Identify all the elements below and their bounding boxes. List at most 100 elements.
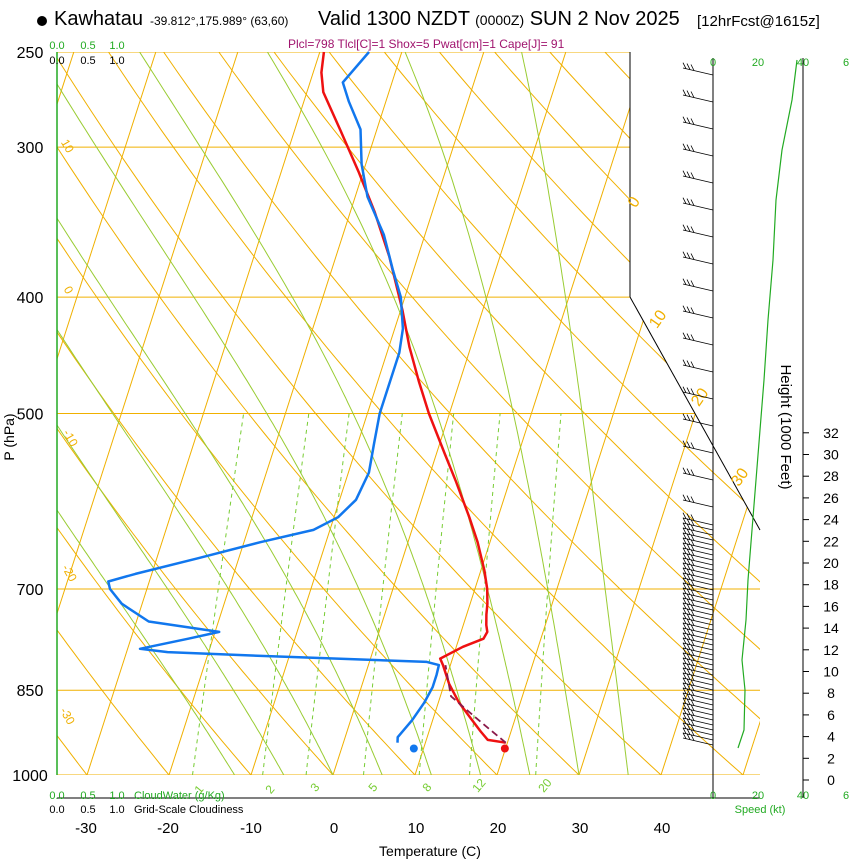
wind-barb-icon — [682, 587, 714, 596]
wind-barb-feather — [686, 360, 691, 367]
wind-barb-feather — [690, 280, 695, 287]
wind-barb-feather — [682, 359, 687, 366]
wind-barb-icon — [682, 67, 714, 76]
wind-barb-icon — [682, 310, 714, 319]
wind-barb-feather — [682, 677, 687, 684]
wind-barb-icon — [682, 557, 714, 566]
wind-barb-feather — [686, 198, 691, 205]
wind-barb-feather — [690, 469, 695, 476]
wind-barb-feather — [682, 547, 687, 554]
wind-barb-feather — [686, 553, 691, 560]
wind-barb-feather — [682, 494, 687, 501]
x-axis-label: Temperature (C) — [379, 843, 481, 859]
wind-barb-feather — [690, 594, 695, 601]
valid-date: SUN 2 Nov 2025 — [529, 8, 680, 30]
wind-barb-feather — [686, 543, 691, 550]
wind-barb-feather — [682, 627, 687, 634]
mixing-ratio-line — [305, 413, 350, 775]
wind-barb-feather — [690, 226, 695, 233]
x-tick-label: 40 — [654, 820, 671, 837]
wind-barb-icon — [682, 632, 714, 641]
dry-adiabat-line — [108, 52, 744, 775]
height-tick-label: 16 — [823, 598, 839, 614]
wind-barb-feather — [686, 603, 691, 610]
wind-barb-feather — [682, 622, 687, 629]
wind-barb-feather — [686, 678, 691, 685]
wind-barb-feather — [686, 658, 691, 665]
mixing-ratio-label: 2 — [262, 782, 277, 796]
wind-barb-feather — [686, 548, 691, 555]
height-tick-label: 26 — [823, 490, 839, 506]
height-tick-label: 22 — [823, 533, 839, 549]
cloudiness-bottom-tick: 0.0 — [49, 804, 64, 816]
wind-barb-feather — [682, 89, 687, 96]
moist-adiabat-line — [57, 52, 432, 775]
wind-barb-feather — [682, 692, 687, 699]
wind-barb-feather — [686, 528, 691, 535]
wind-barb-feather — [690, 334, 695, 341]
cloudiness-top-tick: 0.5 — [80, 55, 95, 67]
wind-barb-icon — [682, 337, 714, 346]
wind-barb-feather — [690, 253, 695, 260]
wind-barb-feather — [690, 639, 695, 646]
wind-barb-feather — [686, 578, 691, 585]
height-tick-label: 24 — [823, 512, 839, 528]
wind-barb-feather — [690, 529, 695, 536]
wind-barb-icon — [682, 612, 714, 621]
wind-barb-feather — [690, 649, 695, 656]
wind-barb-icon — [682, 707, 714, 716]
wind-barb-icon — [682, 682, 714, 691]
wind-barb-feather — [686, 563, 691, 570]
wind-barb-feather — [690, 684, 695, 691]
wind-barb-feather — [690, 704, 695, 711]
wind-barb-icon — [682, 121, 714, 130]
speed-bottom-tick: 0 — [710, 790, 716, 802]
isotherm-line — [250, 52, 485, 775]
wind-barb-feather — [690, 724, 695, 731]
wind-barb-feather — [686, 648, 691, 655]
height-tick-label: 10 — [823, 664, 839, 680]
wind-barb-feather — [690, 574, 695, 581]
wind-barb-feather — [686, 583, 691, 590]
wind-barb-feather — [682, 197, 687, 204]
wind-barb-feather — [690, 118, 695, 125]
cloudiness-bottom-tick: 0.5 — [80, 804, 95, 816]
wind-barb-feather — [682, 512, 687, 519]
x-tick-label: 30 — [572, 820, 589, 837]
moist-adiabat-line — [404, 52, 580, 775]
height-tick-label: 28 — [823, 468, 839, 484]
wind-barb-feather — [682, 672, 687, 679]
wind-barb-feather — [686, 698, 691, 705]
x-tick-label: 10 — [408, 820, 425, 837]
mixing-ratio-label: 8 — [419, 780, 434, 794]
wind-barb-feather — [686, 703, 691, 710]
wind-barb-icon — [682, 732, 714, 741]
wind-barb-feather — [686, 333, 691, 340]
wind-barb-icon — [682, 627, 714, 636]
wind-barb-feather — [682, 386, 687, 393]
wind-barb-feather — [690, 719, 695, 726]
wind-barb-feather — [682, 440, 687, 447]
pressure-tick-label: 250 — [17, 45, 44, 62]
wind-barb-feather — [690, 544, 695, 551]
wind-barb-feather — [686, 306, 691, 313]
moist-adiabat-line — [57, 52, 236, 775]
height-tick-label: 8 — [827, 685, 835, 701]
dry-adiabat-label: 0 — [61, 284, 77, 297]
wind-barb-feather — [686, 693, 691, 700]
wind-barb-icon — [682, 647, 714, 656]
moist-adiabat-line — [57, 52, 383, 775]
wind-barb-icon — [682, 607, 714, 616]
wind-barb-feather — [686, 441, 691, 448]
wind-barb-feather — [686, 523, 691, 530]
wind-barb-icon — [682, 712, 714, 721]
height-axis-label: Height (1000 Feet) — [777, 364, 794, 489]
wind-barb-feather — [682, 522, 687, 529]
wind-barb-feather — [686, 663, 691, 670]
wind-barb-feather — [682, 602, 687, 609]
frame-diagonal — [629, 296, 761, 531]
wind-barb-feather — [686, 513, 691, 520]
wind-barb-feather — [682, 567, 687, 574]
wind-barb-feather — [682, 143, 687, 150]
cloudiness-top-tick: 0.0 — [49, 55, 64, 67]
